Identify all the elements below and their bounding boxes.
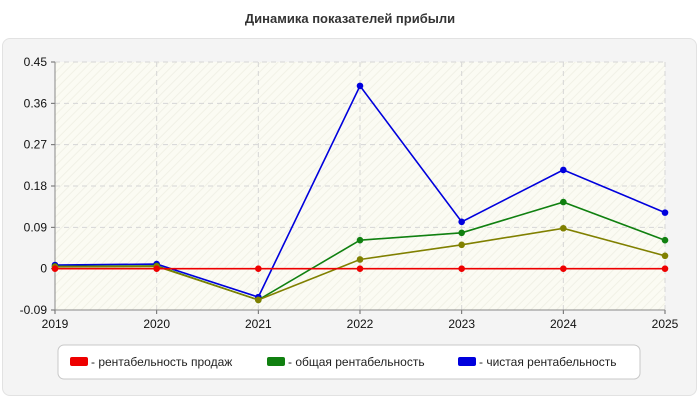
y-tick-label: 0.09 (24, 220, 48, 234)
series-net-profitability-point (458, 218, 465, 226)
x-tick-label: 2021 (245, 317, 272, 331)
series-total-profitability-point (356, 236, 364, 244)
series-sales-profitability-point (458, 265, 465, 272)
legend-item-sales-label: - рентабельность продаж (91, 355, 232, 369)
series-total-profitability-point (458, 229, 465, 237)
series-net-profitability-point (661, 209, 669, 216)
y-tick-label: 0.45 (24, 55, 48, 69)
x-tick-label: 2020 (143, 317, 170, 331)
legend-item-sales-swatch (70, 357, 88, 366)
series-overlap-point (560, 224, 567, 232)
legend-item-net-swatch (458, 357, 476, 366)
x-tick-label: 2024 (550, 317, 577, 331)
legend-box (57, 344, 641, 380)
series-sales-profitability-point (153, 265, 160, 272)
series-overlap-point (661, 252, 669, 260)
y-tick-label: 0 (40, 262, 47, 276)
series-net-profitability-point (356, 82, 364, 90)
series-overlap-point (255, 296, 262, 304)
series-overlap-point (356, 256, 364, 263)
legend: - рентабельность продаж - общая рентабель… (57, 344, 641, 380)
series-sales-profitability-point (661, 265, 669, 272)
series-sales-profitability-point (356, 265, 364, 272)
legend-item-net-label: - чистая рентабельность (479, 355, 616, 369)
y-tick-label: 0.36 (24, 96, 48, 110)
x-tick-label: 2022 (347, 317, 374, 331)
y-tick-label: -0.09 (20, 303, 48, 317)
y-tick-label: 0.27 (24, 138, 48, 152)
series-total-profitability-point (661, 236, 669, 244)
chart-title: Динамика показателей прибыли (244, 11, 456, 26)
series-sales-profitability-point (560, 265, 567, 272)
series-layer (51, 82, 669, 304)
series-sales-profitability-point (51, 265, 59, 272)
x-tick-label: 2019 (42, 317, 69, 331)
series-net-profitability-point (560, 166, 567, 174)
x-tick-label: 2025 (652, 317, 679, 331)
y-tick-label: 0.18 (24, 179, 48, 193)
legend-item-total-swatch (267, 357, 285, 366)
x-tick-label: 2023 (448, 317, 475, 331)
legend-item-total-label: - общая рентабельность (288, 355, 425, 369)
series-sales-profitability-point (255, 265, 262, 272)
axes: -0.09 0 0.09 0.18 0.27 0.36 0.45 2019 2020 2021 20… (20, 55, 679, 331)
series-total-profitability-point (560, 198, 567, 206)
series-overlap-point (458, 241, 465, 249)
